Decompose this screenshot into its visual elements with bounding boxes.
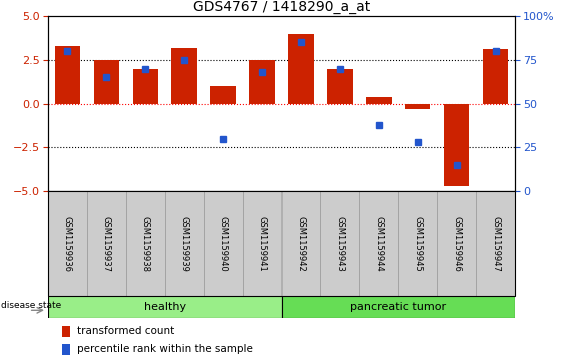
Bar (320, 191, 359, 296)
Bar (243, 191, 282, 296)
Bar (483, 49, 508, 103)
Bar (476, 191, 515, 296)
Bar (282, 296, 515, 318)
Text: GSM1159938: GSM1159938 (141, 216, 150, 272)
Text: disease state: disease state (1, 302, 61, 310)
Bar (48, 191, 87, 296)
Text: GSM1159937: GSM1159937 (102, 216, 111, 272)
Bar (55, 46, 80, 103)
Text: GSM1159945: GSM1159945 (413, 216, 422, 272)
Text: pancreatic tumor: pancreatic tumor (350, 302, 446, 312)
Text: transformed count: transformed count (77, 326, 175, 337)
Bar (126, 191, 164, 296)
Bar (48, 296, 282, 318)
Bar (211, 86, 236, 103)
Text: GSM1159946: GSM1159946 (452, 216, 461, 272)
Text: GSM1159944: GSM1159944 (374, 216, 383, 272)
Text: GSM1159939: GSM1159939 (180, 216, 189, 272)
Text: percentile rank within the sample: percentile rank within the sample (77, 344, 253, 355)
Bar (62, 344, 70, 355)
Text: GSM1159936: GSM1159936 (63, 216, 72, 272)
Bar (249, 60, 275, 103)
Title: GDS4767 / 1418290_a_at: GDS4767 / 1418290_a_at (193, 0, 370, 13)
Bar (288, 33, 314, 103)
Text: GSM1159947: GSM1159947 (491, 216, 500, 272)
Bar (62, 326, 70, 337)
Bar (405, 103, 431, 109)
Bar (366, 97, 391, 103)
Bar (359, 191, 398, 296)
Bar (93, 60, 119, 103)
Text: healthy: healthy (144, 302, 186, 312)
Bar (172, 48, 197, 103)
Bar (204, 191, 243, 296)
Bar (327, 69, 352, 103)
Text: GSM1159940: GSM1159940 (218, 216, 227, 272)
Bar (444, 103, 470, 186)
Text: GSM1159942: GSM1159942 (297, 216, 306, 272)
Bar (132, 69, 158, 103)
Text: GSM1159941: GSM1159941 (257, 216, 266, 272)
Text: GSM1159943: GSM1159943 (336, 216, 345, 272)
Bar (87, 191, 126, 296)
Bar (437, 191, 476, 296)
Bar (282, 191, 320, 296)
Bar (399, 191, 437, 296)
Bar (165, 191, 204, 296)
